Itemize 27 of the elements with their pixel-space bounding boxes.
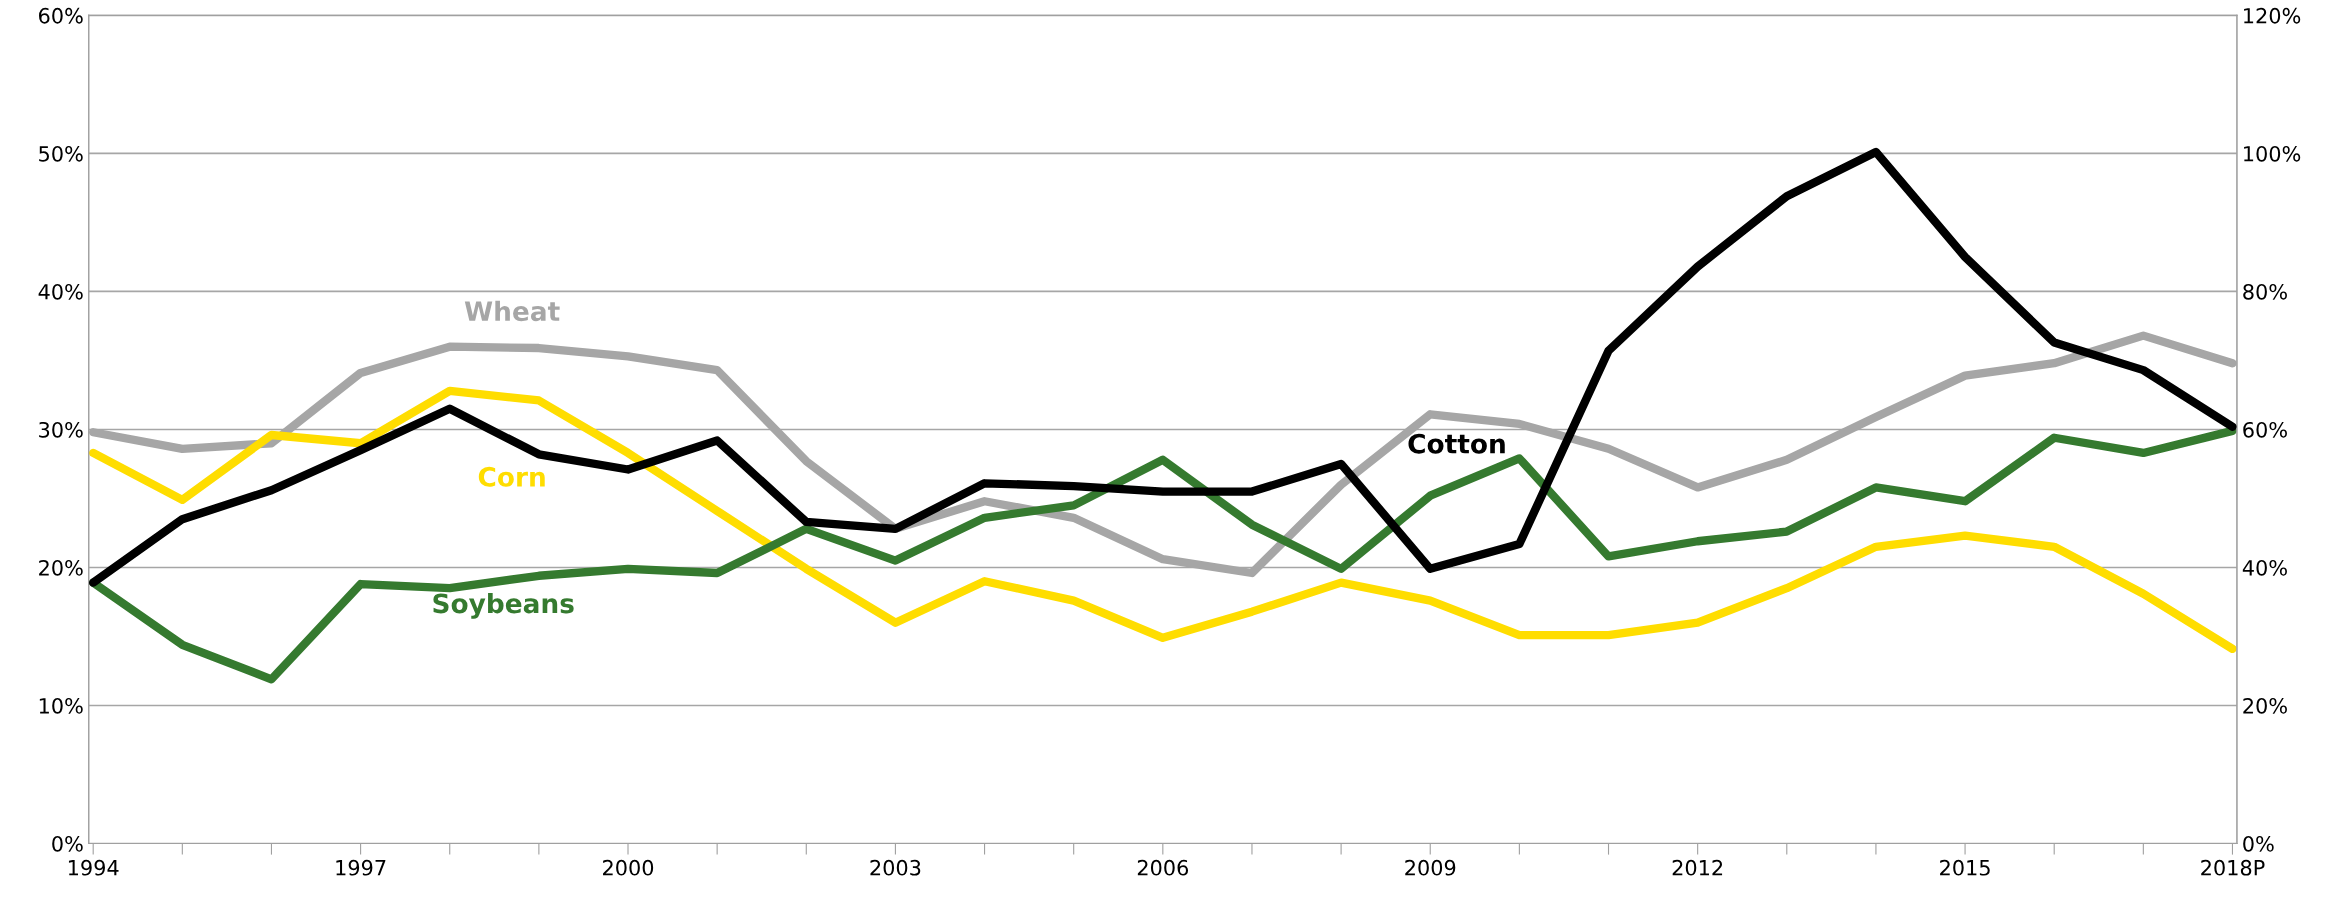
y2-tick-label: 20% [2243,697,2287,714]
y2-tick-label: 40% [2242,559,2287,576]
x-tick-label: 1994 [68,859,119,876]
x-tick-label: 2012 [1672,859,1723,876]
series-label: Soybeans [433,592,574,619]
text: Corn [478,466,545,487]
x-tick-label: 2006 [1137,859,1189,876]
x-tick-label: 2003 [870,859,921,876]
y-tick-label: 40% [38,283,83,300]
series-label: Cotton [1408,433,1505,454]
y2-tick-label: 0% [2243,835,2274,852]
y-tick-label: 30% [39,421,83,438]
x-tick-label: 2009 [1405,859,1456,876]
y2-tick-label: 80% [2243,283,2287,300]
x-tick-label: 2000 [603,859,654,876]
x-tick-label: 2018P [2201,859,2265,876]
y2-tick-label: 60% [2243,421,2287,438]
x-tick-label: 2015 [1940,859,1990,876]
y-tick-label: 0% [52,835,83,852]
y2-tick-label: 120% [2244,7,2301,24]
series-label: Wheat [464,300,560,322]
y2-tick-label: 100% [2244,145,2301,162]
y-tick-label: 50% [39,145,83,162]
x-tick-label: 1997 [336,859,386,876]
y-tick-label: 10% [39,697,83,714]
y-tick-label: 60% [39,7,83,24]
y-tick-label: 20% [39,559,83,576]
